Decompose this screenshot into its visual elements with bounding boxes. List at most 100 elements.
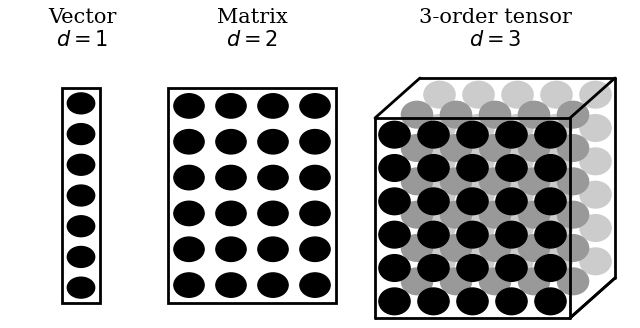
- Ellipse shape: [401, 135, 433, 161]
- Ellipse shape: [463, 181, 494, 208]
- Text: 3-order tensor: 3-order tensor: [419, 8, 572, 27]
- Bar: [62, 88, 100, 303]
- Ellipse shape: [518, 101, 550, 128]
- Text: $d = 1$: $d = 1$: [56, 30, 108, 50]
- Ellipse shape: [580, 248, 611, 275]
- Text: Matrix: Matrix: [216, 8, 287, 27]
- Ellipse shape: [300, 165, 330, 190]
- Ellipse shape: [401, 235, 433, 261]
- Ellipse shape: [216, 94, 246, 118]
- Ellipse shape: [502, 215, 533, 241]
- Ellipse shape: [479, 235, 511, 261]
- Ellipse shape: [541, 81, 572, 108]
- Ellipse shape: [424, 148, 455, 175]
- Ellipse shape: [541, 115, 572, 141]
- Ellipse shape: [67, 185, 95, 206]
- Ellipse shape: [479, 268, 511, 295]
- Ellipse shape: [518, 235, 550, 261]
- Ellipse shape: [440, 235, 472, 261]
- Ellipse shape: [216, 130, 246, 154]
- Ellipse shape: [418, 121, 449, 148]
- Ellipse shape: [518, 135, 550, 161]
- Ellipse shape: [541, 215, 572, 241]
- Ellipse shape: [418, 288, 449, 315]
- Ellipse shape: [557, 101, 589, 128]
- Ellipse shape: [479, 201, 511, 228]
- Ellipse shape: [457, 221, 488, 248]
- Ellipse shape: [440, 135, 472, 161]
- Ellipse shape: [557, 201, 589, 228]
- Ellipse shape: [440, 101, 472, 128]
- Ellipse shape: [535, 288, 566, 315]
- Ellipse shape: [518, 168, 550, 195]
- Ellipse shape: [541, 148, 572, 175]
- Ellipse shape: [379, 188, 410, 215]
- Ellipse shape: [496, 288, 527, 315]
- Ellipse shape: [424, 215, 455, 241]
- Ellipse shape: [67, 124, 95, 145]
- Ellipse shape: [379, 155, 410, 181]
- Ellipse shape: [174, 94, 204, 118]
- Ellipse shape: [580, 81, 611, 108]
- Ellipse shape: [424, 115, 455, 141]
- Polygon shape: [375, 78, 615, 118]
- Ellipse shape: [479, 135, 511, 161]
- Ellipse shape: [463, 215, 494, 241]
- Ellipse shape: [401, 101, 433, 128]
- Ellipse shape: [580, 148, 611, 175]
- Ellipse shape: [580, 115, 611, 141]
- Ellipse shape: [479, 168, 511, 195]
- Ellipse shape: [424, 81, 455, 108]
- Ellipse shape: [67, 246, 95, 267]
- Bar: [168, 88, 336, 303]
- Ellipse shape: [424, 181, 455, 208]
- Ellipse shape: [174, 237, 204, 261]
- Ellipse shape: [496, 221, 527, 248]
- Ellipse shape: [518, 268, 550, 295]
- Ellipse shape: [535, 188, 566, 215]
- Ellipse shape: [535, 155, 566, 181]
- Ellipse shape: [502, 81, 533, 108]
- Ellipse shape: [379, 255, 410, 281]
- Ellipse shape: [440, 268, 472, 295]
- Ellipse shape: [496, 155, 527, 181]
- Ellipse shape: [401, 168, 433, 195]
- Ellipse shape: [580, 181, 611, 208]
- Ellipse shape: [300, 94, 330, 118]
- Ellipse shape: [457, 188, 488, 215]
- Ellipse shape: [258, 237, 288, 261]
- Ellipse shape: [67, 93, 95, 114]
- Ellipse shape: [174, 273, 204, 297]
- Ellipse shape: [535, 121, 566, 148]
- Ellipse shape: [502, 181, 533, 208]
- Ellipse shape: [379, 221, 410, 248]
- Ellipse shape: [457, 121, 488, 148]
- Ellipse shape: [300, 130, 330, 154]
- Ellipse shape: [216, 237, 246, 261]
- Ellipse shape: [541, 248, 572, 275]
- Ellipse shape: [463, 81, 494, 108]
- Ellipse shape: [379, 288, 410, 315]
- Text: $d = 2$: $d = 2$: [226, 30, 278, 50]
- Ellipse shape: [300, 201, 330, 226]
- Ellipse shape: [67, 277, 95, 298]
- Ellipse shape: [541, 181, 572, 208]
- Ellipse shape: [216, 201, 246, 226]
- Ellipse shape: [502, 115, 533, 141]
- Ellipse shape: [258, 130, 288, 154]
- Ellipse shape: [457, 288, 488, 315]
- Ellipse shape: [401, 268, 433, 295]
- Ellipse shape: [418, 221, 449, 248]
- Polygon shape: [570, 78, 615, 318]
- Ellipse shape: [401, 201, 433, 228]
- Ellipse shape: [300, 237, 330, 261]
- Ellipse shape: [479, 101, 511, 128]
- Ellipse shape: [535, 255, 566, 281]
- Ellipse shape: [258, 201, 288, 226]
- Ellipse shape: [418, 188, 449, 215]
- Ellipse shape: [580, 215, 611, 241]
- Ellipse shape: [557, 268, 589, 295]
- Ellipse shape: [174, 165, 204, 190]
- Ellipse shape: [440, 201, 472, 228]
- Ellipse shape: [557, 235, 589, 261]
